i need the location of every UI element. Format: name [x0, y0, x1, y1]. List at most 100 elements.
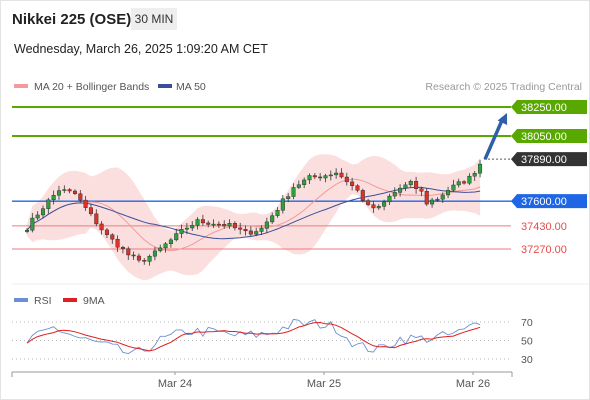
- candle-body: [323, 175, 328, 179]
- level-label: 37600.00: [521, 196, 567, 208]
- candle-body: [259, 228, 264, 232]
- candle-body: [472, 173, 477, 177]
- candle-body: [387, 195, 392, 203]
- level-label: 38050.00: [521, 131, 567, 143]
- candle-body: [136, 255, 141, 261]
- candle-body: [403, 184, 408, 189]
- candle-body: [291, 187, 296, 197]
- candle-body: [350, 181, 355, 186]
- candle-body: [88, 207, 93, 215]
- ma20-line: [26, 178, 481, 252]
- candle-body: [312, 175, 317, 178]
- candle-body: [179, 229, 184, 234]
- credit: Research © 2025 Trading Central: [425, 81, 582, 93]
- level-label: 37270.00: [521, 244, 567, 256]
- candle-body: [435, 198, 440, 201]
- candle-body: [30, 217, 35, 231]
- level-tag: [511, 152, 587, 167]
- candle-body: [158, 247, 163, 252]
- candles: [25, 159, 483, 266]
- candle-body: [264, 221, 269, 229]
- candle-body: [99, 223, 104, 231]
- candle-body: [115, 238, 120, 248]
- level-tag: [511, 128, 587, 143]
- level-labels: 38250.00 38050.00 37890.00 37600.00 37430.00…: [511, 100, 587, 256]
- candle-body: [467, 175, 472, 184]
- ma50-legend: MA 50: [176, 81, 206, 93]
- chart-header: Nikkei 225 (OSE) 30 MIN: [1, 1, 589, 37]
- candle-body: [110, 234, 115, 240]
- candle-body: [296, 184, 301, 188]
- candle-body: [152, 250, 157, 257]
- candle-body: [382, 201, 387, 207]
- rsi-level-label: 50: [521, 336, 533, 348]
- candle-body: [302, 179, 307, 185]
- candle-body: [339, 172, 344, 178]
- timeframe-badge[interactable]: 30 MIN: [131, 8, 177, 30]
- candle-body: [94, 213, 99, 225]
- moving-averages: [26, 178, 481, 252]
- ma20-swatch: [14, 84, 28, 88]
- candle-body: [430, 199, 435, 205]
- candle-body: [211, 223, 216, 226]
- candle-body: [174, 233, 179, 241]
- candle-body: [307, 175, 312, 181]
- candle-body: [440, 194, 445, 200]
- rsi-level-label: 70: [521, 317, 533, 329]
- candle-body: [46, 199, 51, 209]
- candle-body: [67, 189, 72, 192]
- candle-body: [360, 190, 365, 201]
- candle-body: [456, 181, 461, 186]
- candle-body: [83, 199, 88, 208]
- candle-body: [206, 222, 211, 225]
- level-tag: [511, 100, 587, 114]
- candle-body: [328, 174, 333, 177]
- candle-body: [334, 172, 339, 176]
- x-tick-label: Mar 26: [456, 378, 490, 390]
- arrow-shaft: [483, 117, 505, 160]
- candle-body: [120, 247, 125, 249]
- candle-body: [227, 223, 232, 227]
- candle-body: [142, 260, 147, 262]
- candle-body: [25, 229, 30, 232]
- candle-body: [478, 163, 483, 174]
- candle-body: [355, 185, 360, 191]
- ma50-line: [26, 186, 481, 240]
- candle-body: [424, 191, 429, 205]
- candle-body: [104, 229, 109, 235]
- ma50-swatch: [158, 84, 172, 88]
- candle-body: [56, 190, 61, 196]
- candle-body: [248, 230, 253, 235]
- rsi-legend: RSI: [34, 295, 52, 307]
- candle-body: [195, 219, 200, 226]
- rsi-panel: RSI 9MA 70 50 30: [12, 283, 589, 366]
- candle-body: [462, 181, 467, 184]
- level-label: 37430.00: [521, 221, 567, 233]
- candle-body: [51, 194, 56, 201]
- candle-body: [131, 254, 136, 257]
- candle-body: [392, 192, 397, 197]
- ma20-legend: MA 20 + Bollinger Bands: [34, 81, 149, 93]
- candle-body: [35, 214, 40, 219]
- candle-body: [371, 204, 376, 209]
- candle-body: [446, 190, 451, 196]
- candle-body: [376, 206, 381, 209]
- rsi-level-label: 30: [521, 354, 533, 366]
- candle-body: [232, 223, 237, 229]
- candle-body: [62, 189, 67, 191]
- candle-body: [243, 229, 248, 232]
- candle-body: [270, 215, 275, 223]
- level-tag: [511, 194, 587, 209]
- candle-body: [126, 248, 131, 256]
- candle-body: [184, 227, 189, 230]
- candle-body: [419, 188, 424, 192]
- rsi-line: [26, 318, 481, 355]
- arrow-head: [497, 113, 508, 125]
- candle-body: [344, 176, 349, 183]
- rsi-swatch: [14, 298, 28, 302]
- candle-body: [222, 224, 227, 227]
- candle-body: [78, 193, 83, 201]
- rsi-ma-line: [26, 321, 481, 352]
- timestamp: Wednesday, March 26, 2025 1:09:20 AM CET: [14, 42, 268, 56]
